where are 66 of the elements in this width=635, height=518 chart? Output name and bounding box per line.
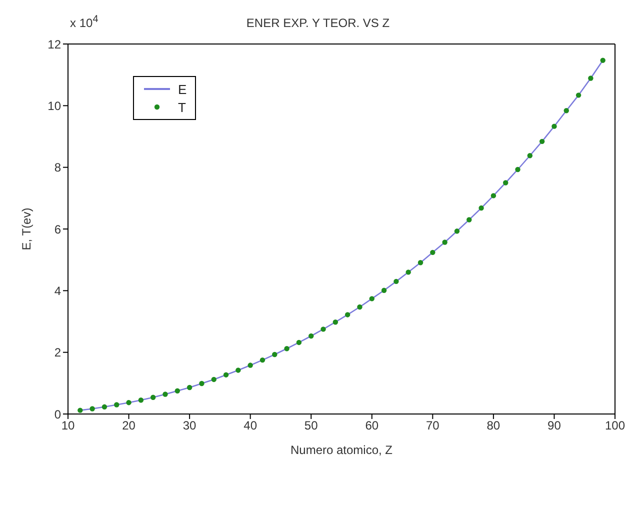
y-tick-label: 6	[54, 222, 62, 236]
point	[260, 357, 266, 363]
point	[357, 304, 362, 310]
point	[406, 270, 411, 275]
y-tick-label: 8	[54, 160, 62, 175]
point	[466, 217, 472, 222]
chart-title: ENER EXP. Y TEOR. VS Z	[246, 16, 390, 30]
point	[503, 180, 508, 186]
point	[186, 384, 192, 390]
point	[478, 205, 484, 211]
point	[296, 340, 302, 346]
x-tick-label: 70	[426, 418, 440, 433]
point	[138, 398, 144, 403]
point	[332, 320, 338, 325]
x-tick-label: 60	[365, 418, 379, 433]
point	[236, 368, 241, 373]
x-tick-label: 90	[548, 418, 562, 433]
point	[442, 240, 448, 245]
y-tick-label: 4	[54, 284, 62, 298]
point	[588, 76, 594, 81]
point	[308, 333, 314, 339]
point	[199, 380, 204, 386]
point	[284, 346, 290, 352]
legend-label: T	[178, 100, 186, 114]
point	[102, 404, 108, 410]
point	[272, 352, 278, 358]
text: x 10$^{4}$	[70, 14, 98, 30]
point	[539, 138, 545, 144]
x-axis-title: Numero atomico, Z	[290, 443, 393, 457]
point	[211, 376, 216, 382]
point	[150, 394, 156, 400]
point	[344, 312, 350, 318]
y-tick-label: 0	[54, 407, 62, 422]
point	[174, 388, 180, 394]
point	[78, 408, 83, 413]
point	[418, 260, 424, 266]
x-tick-label: 80	[486, 418, 500, 433]
point	[394, 278, 399, 284]
y-tick-label: 12	[48, 37, 62, 52]
y-tick-label: 2	[54, 346, 62, 360]
point	[527, 153, 533, 158]
point	[430, 250, 436, 256]
x-tick-label: 20	[122, 418, 136, 433]
point	[552, 124, 557, 129]
point	[248, 362, 253, 368]
point	[369, 296, 374, 302]
point	[90, 406, 95, 412]
x-tick-label: 50	[304, 418, 318, 433]
point	[515, 166, 520, 172]
point	[600, 58, 606, 63]
point	[454, 228, 460, 234]
legend-label: E	[178, 82, 187, 96]
y-axis-title: E, T(ev)	[19, 208, 34, 250]
point	[320, 326, 326, 332]
x-tick-label: 40	[244, 418, 258, 433]
point	[576, 92, 582, 98]
point	[490, 193, 496, 198]
x-tick-label: 100	[604, 418, 626, 433]
point	[162, 392, 168, 397]
point	[126, 400, 132, 406]
y-tick-label: 10	[48, 98, 62, 113]
x-tick-label: 30	[182, 418, 197, 433]
point	[564, 108, 569, 114]
point	[223, 372, 229, 378]
point	[114, 402, 120, 408]
point	[381, 288, 387, 293]
